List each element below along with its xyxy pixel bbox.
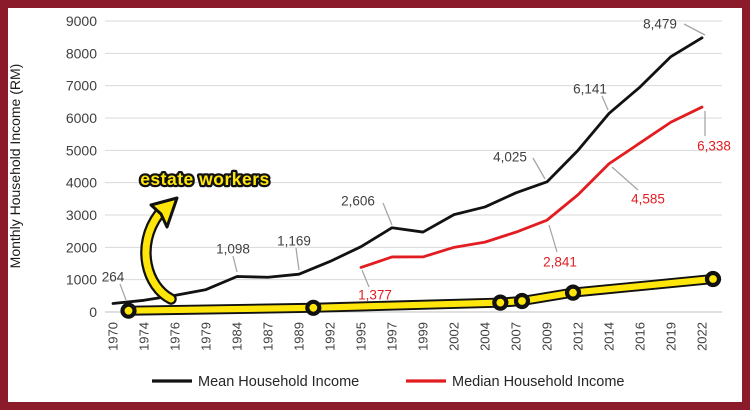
data-label: 1,169 bbox=[277, 234, 311, 249]
label-leader-line bbox=[548, 224, 558, 253]
estate-marker bbox=[120, 302, 137, 319]
label-leader-line bbox=[611, 166, 639, 191]
y-tick-label: 0 bbox=[89, 304, 97, 320]
x-tick-label: 2022 bbox=[695, 322, 710, 351]
label-leader-line bbox=[232, 255, 238, 273]
x-tick-label: 1989 bbox=[292, 322, 307, 351]
y-tick-label: 6000 bbox=[66, 110, 97, 126]
x-tick-label: 1970 bbox=[106, 322, 121, 351]
data-label: 2,841 bbox=[543, 255, 577, 270]
label-leader-line bbox=[119, 283, 127, 301]
x-tick-label: 2012 bbox=[571, 322, 586, 351]
data-label: 4,025 bbox=[493, 150, 527, 165]
median-legend-label: Median Household Income bbox=[452, 374, 625, 390]
data-label: 4,585 bbox=[631, 192, 665, 207]
x-tick-label: 1997 bbox=[385, 322, 400, 351]
data-label: 1,377 bbox=[358, 288, 392, 303]
data-label: 2,606 bbox=[341, 194, 375, 209]
data-label: 6,141 bbox=[573, 82, 607, 97]
y-tick-label: 5000 bbox=[66, 142, 97, 158]
x-tick-label: 2014 bbox=[602, 322, 617, 351]
label-leader-line bbox=[601, 95, 609, 111]
x-tick-label: 1992 bbox=[323, 322, 338, 351]
x-tick-label: 2007 bbox=[509, 322, 524, 351]
estate-workers-callout-text: estate workers bbox=[140, 169, 270, 189]
estate-workers-series bbox=[120, 270, 722, 319]
x-tick-label: 1995 bbox=[354, 322, 369, 351]
x-tick-label: 2016 bbox=[633, 322, 648, 351]
data-label: 8,479 bbox=[643, 17, 677, 32]
x-tick-label: 1976 bbox=[168, 322, 183, 351]
data-label: 1,098 bbox=[216, 242, 250, 257]
label-leader-line bbox=[683, 23, 706, 36]
x-tick-label: 1999 bbox=[416, 322, 431, 351]
x-tick-label: 1974 bbox=[137, 322, 152, 351]
data-labels: 264 1,098 1,169 2,606 4,025 6,141 8,479 1,377 2,… bbox=[102, 17, 731, 303]
x-tick-label: 2019 bbox=[664, 322, 679, 351]
gridlines bbox=[105, 20, 722, 313]
estate-marker bbox=[564, 284, 582, 301]
x-tick-label: 1984 bbox=[230, 322, 245, 351]
estate-marker bbox=[492, 294, 509, 311]
label-leader-line bbox=[295, 247, 300, 271]
y-tick-label: 7000 bbox=[66, 78, 97, 94]
y-axis-title: Monthly Household Income (RM) bbox=[8, 64, 23, 269]
data-label: 264 bbox=[102, 270, 125, 285]
label-leader-line bbox=[361, 269, 370, 288]
estate-marker bbox=[305, 299, 322, 316]
x-tick-label: 1987 bbox=[261, 322, 276, 351]
chart-legend: Mean Household Income Median Household I… bbox=[152, 374, 625, 390]
x-tick-label: 2009 bbox=[540, 322, 555, 351]
data-label: 6,338 bbox=[697, 139, 731, 154]
data-series bbox=[111, 36, 704, 305]
chart-svg: Monthly Household Income (RM) 0 1000 2000 3… bbox=[8, 13, 731, 390]
y-tick-label: 8000 bbox=[66, 45, 97, 61]
x-tick-label: 1979 bbox=[199, 322, 214, 351]
mean-line bbox=[111, 36, 704, 305]
mean-legend-label: Mean Household Income bbox=[198, 374, 359, 390]
y-tick-label: 4000 bbox=[66, 175, 97, 191]
y-axis-tick-labels: 0 1000 2000 3000 4000 5000 6000 7000 8000 9000 bbox=[66, 13, 97, 320]
y-tick-label: 2000 bbox=[66, 239, 97, 255]
estate-marker bbox=[704, 270, 722, 288]
label-leader-line bbox=[532, 157, 546, 180]
label-leader-line bbox=[382, 202, 393, 226]
estate-marker bbox=[513, 292, 531, 310]
y-tick-label: 9000 bbox=[66, 13, 97, 29]
x-tick-label: 2004 bbox=[478, 322, 493, 351]
estate-line bbox=[125, 275, 717, 314]
median-line bbox=[359, 105, 704, 269]
hand-drawn-arrow-icon bbox=[140, 196, 179, 305]
x-tick-label: 2002 bbox=[447, 322, 462, 351]
y-tick-label: 3000 bbox=[66, 207, 97, 223]
y-tick-label: 1000 bbox=[66, 272, 97, 288]
x-axis-tick-labels: 1970 1974 1976 1979 1984 1987 1989 1992 1995 1997… bbox=[106, 322, 710, 351]
